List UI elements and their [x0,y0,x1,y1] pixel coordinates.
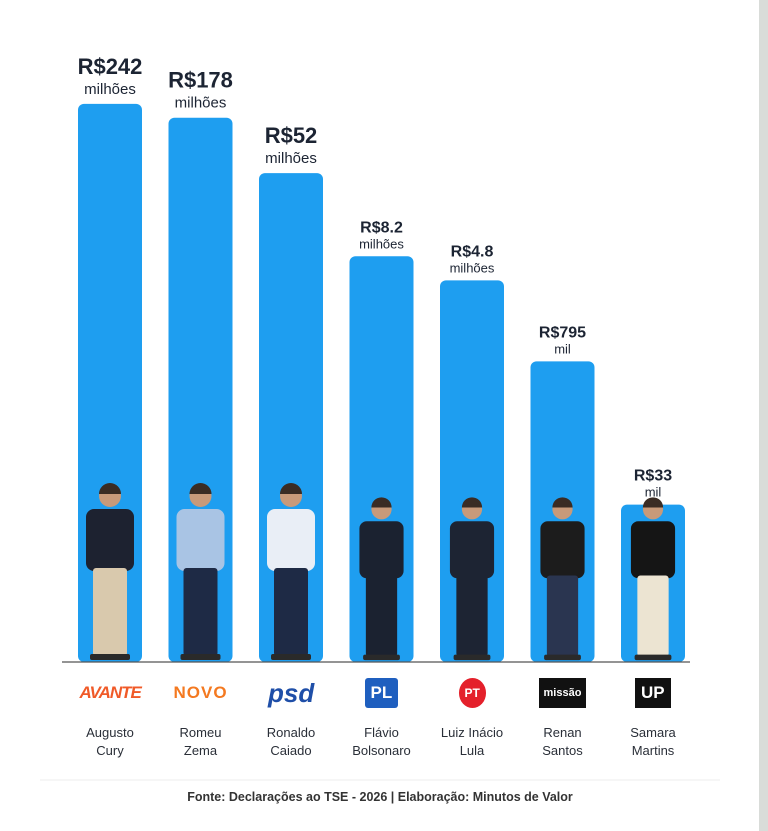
value-unit: milhões [359,236,404,251]
person-shoes [453,654,491,661]
value-label: R$178 [168,68,233,93]
value-unit: mil [554,341,571,356]
person-torso [540,521,585,579]
candidate-name: Renan Santos [542,725,583,758]
person-photo [176,483,225,660]
party-logo: AVANTE [79,683,142,702]
person-photo [630,497,676,661]
value-label: R$52 [265,123,318,148]
person-shoes [180,654,221,660]
person-legs [546,575,579,657]
person-legs [637,575,669,657]
person-torso [176,509,225,571]
party-logo: PL [364,678,399,708]
page-edge [759,0,768,831]
person-shoes [634,654,672,661]
person-photo [540,497,585,661]
person-hair [642,497,664,508]
value-unit: milhões [175,95,227,112]
party-logo: missão [538,678,587,708]
value-label: R$33 [634,468,672,485]
value-unit: mil [645,485,662,500]
person-hair [189,483,212,494]
candidate-name: Samara Martins [630,725,676,758]
candidate-name: Ronaldo Caiado [266,725,316,758]
person-shoes [90,654,130,660]
person-photo [267,483,315,660]
person-torso [267,509,315,571]
person-legs [274,568,308,656]
candidate-name: Romeu Zema [179,725,222,758]
value-unit: milhões [84,81,136,98]
source-note: Fonte: Declarações ao TSE - 2026 | Elabo… [187,790,573,804]
person-photo [449,497,495,661]
party-logo: psd [268,678,315,708]
value-unit: milhões [450,260,495,275]
value-label: R$8.2 [360,219,403,236]
person-torso [449,521,495,579]
person-photo [359,497,404,661]
value-label: R$795 [539,324,586,341]
party-logo: UP [635,678,671,708]
party-logo: NOVO [173,683,228,702]
person-photo [86,483,134,660]
person-legs [456,575,488,657]
person-hair [552,497,573,508]
person-hair [99,483,121,494]
value-label: R$242 [78,54,143,79]
candidate-name: Flávio Bolsonaro [352,725,411,758]
person-hair [280,483,302,494]
person-torso [86,509,134,571]
person-legs [93,568,127,656]
party-logo: PT [458,678,486,708]
candidate-name: Luiz Inácio Lula [440,725,504,758]
person-torso [359,521,404,579]
person-shoes [271,654,311,660]
person-torso [630,521,676,579]
candidate-name: Augusto Cury [86,725,134,758]
value-unit: milhões [265,150,317,167]
person-shoes [544,654,581,661]
person-legs [365,575,398,657]
person-legs [183,568,218,656]
person-hair [371,497,392,508]
person-hair [461,497,483,508]
value-label: R$4.8 [451,243,494,260]
person-shoes [363,654,400,661]
